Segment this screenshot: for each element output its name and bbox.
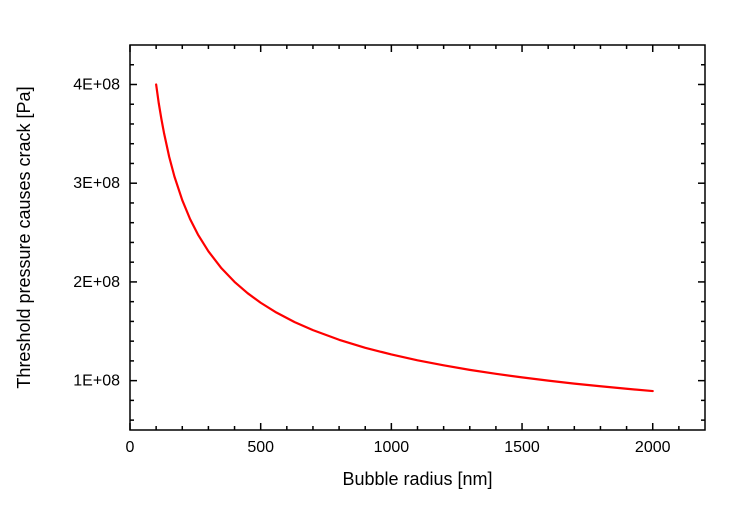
x-tick-label: 1000 bbox=[374, 439, 410, 456]
x-tick-label: 500 bbox=[247, 439, 274, 456]
y-tick-label: 1E+08 bbox=[73, 373, 120, 390]
x-axis-title: Bubble radius [nm] bbox=[342, 469, 492, 489]
x-tick-label: 2000 bbox=[635, 439, 671, 456]
y-tick-label: 2E+08 bbox=[73, 274, 120, 291]
y-tick-label: 3E+08 bbox=[73, 175, 120, 192]
y-tick-label: 4E+08 bbox=[73, 76, 120, 93]
y-axis-title: Threshold pressure causes crack [Pa] bbox=[14, 86, 34, 388]
chart-container: 0 500 1000 1500 2000 1E+08 2E+08 3E+08 4E+08 Bubb… bbox=[0, 0, 748, 529]
x-tick-label: 1500 bbox=[504, 439, 540, 456]
x-tick-label: 0 bbox=[126, 439, 135, 456]
chart-svg: 0 500 1000 1500 2000 1E+08 2E+08 3E+08 4E+08 Bubb… bbox=[0, 0, 748, 529]
